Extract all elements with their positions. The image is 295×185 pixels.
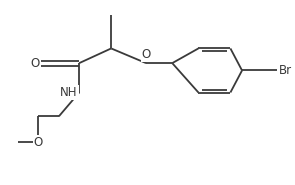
Text: O: O [31,57,40,70]
Text: Br: Br [278,64,291,77]
Text: NH: NH [60,86,78,99]
Text: O: O [142,48,151,61]
Text: O: O [34,136,43,149]
